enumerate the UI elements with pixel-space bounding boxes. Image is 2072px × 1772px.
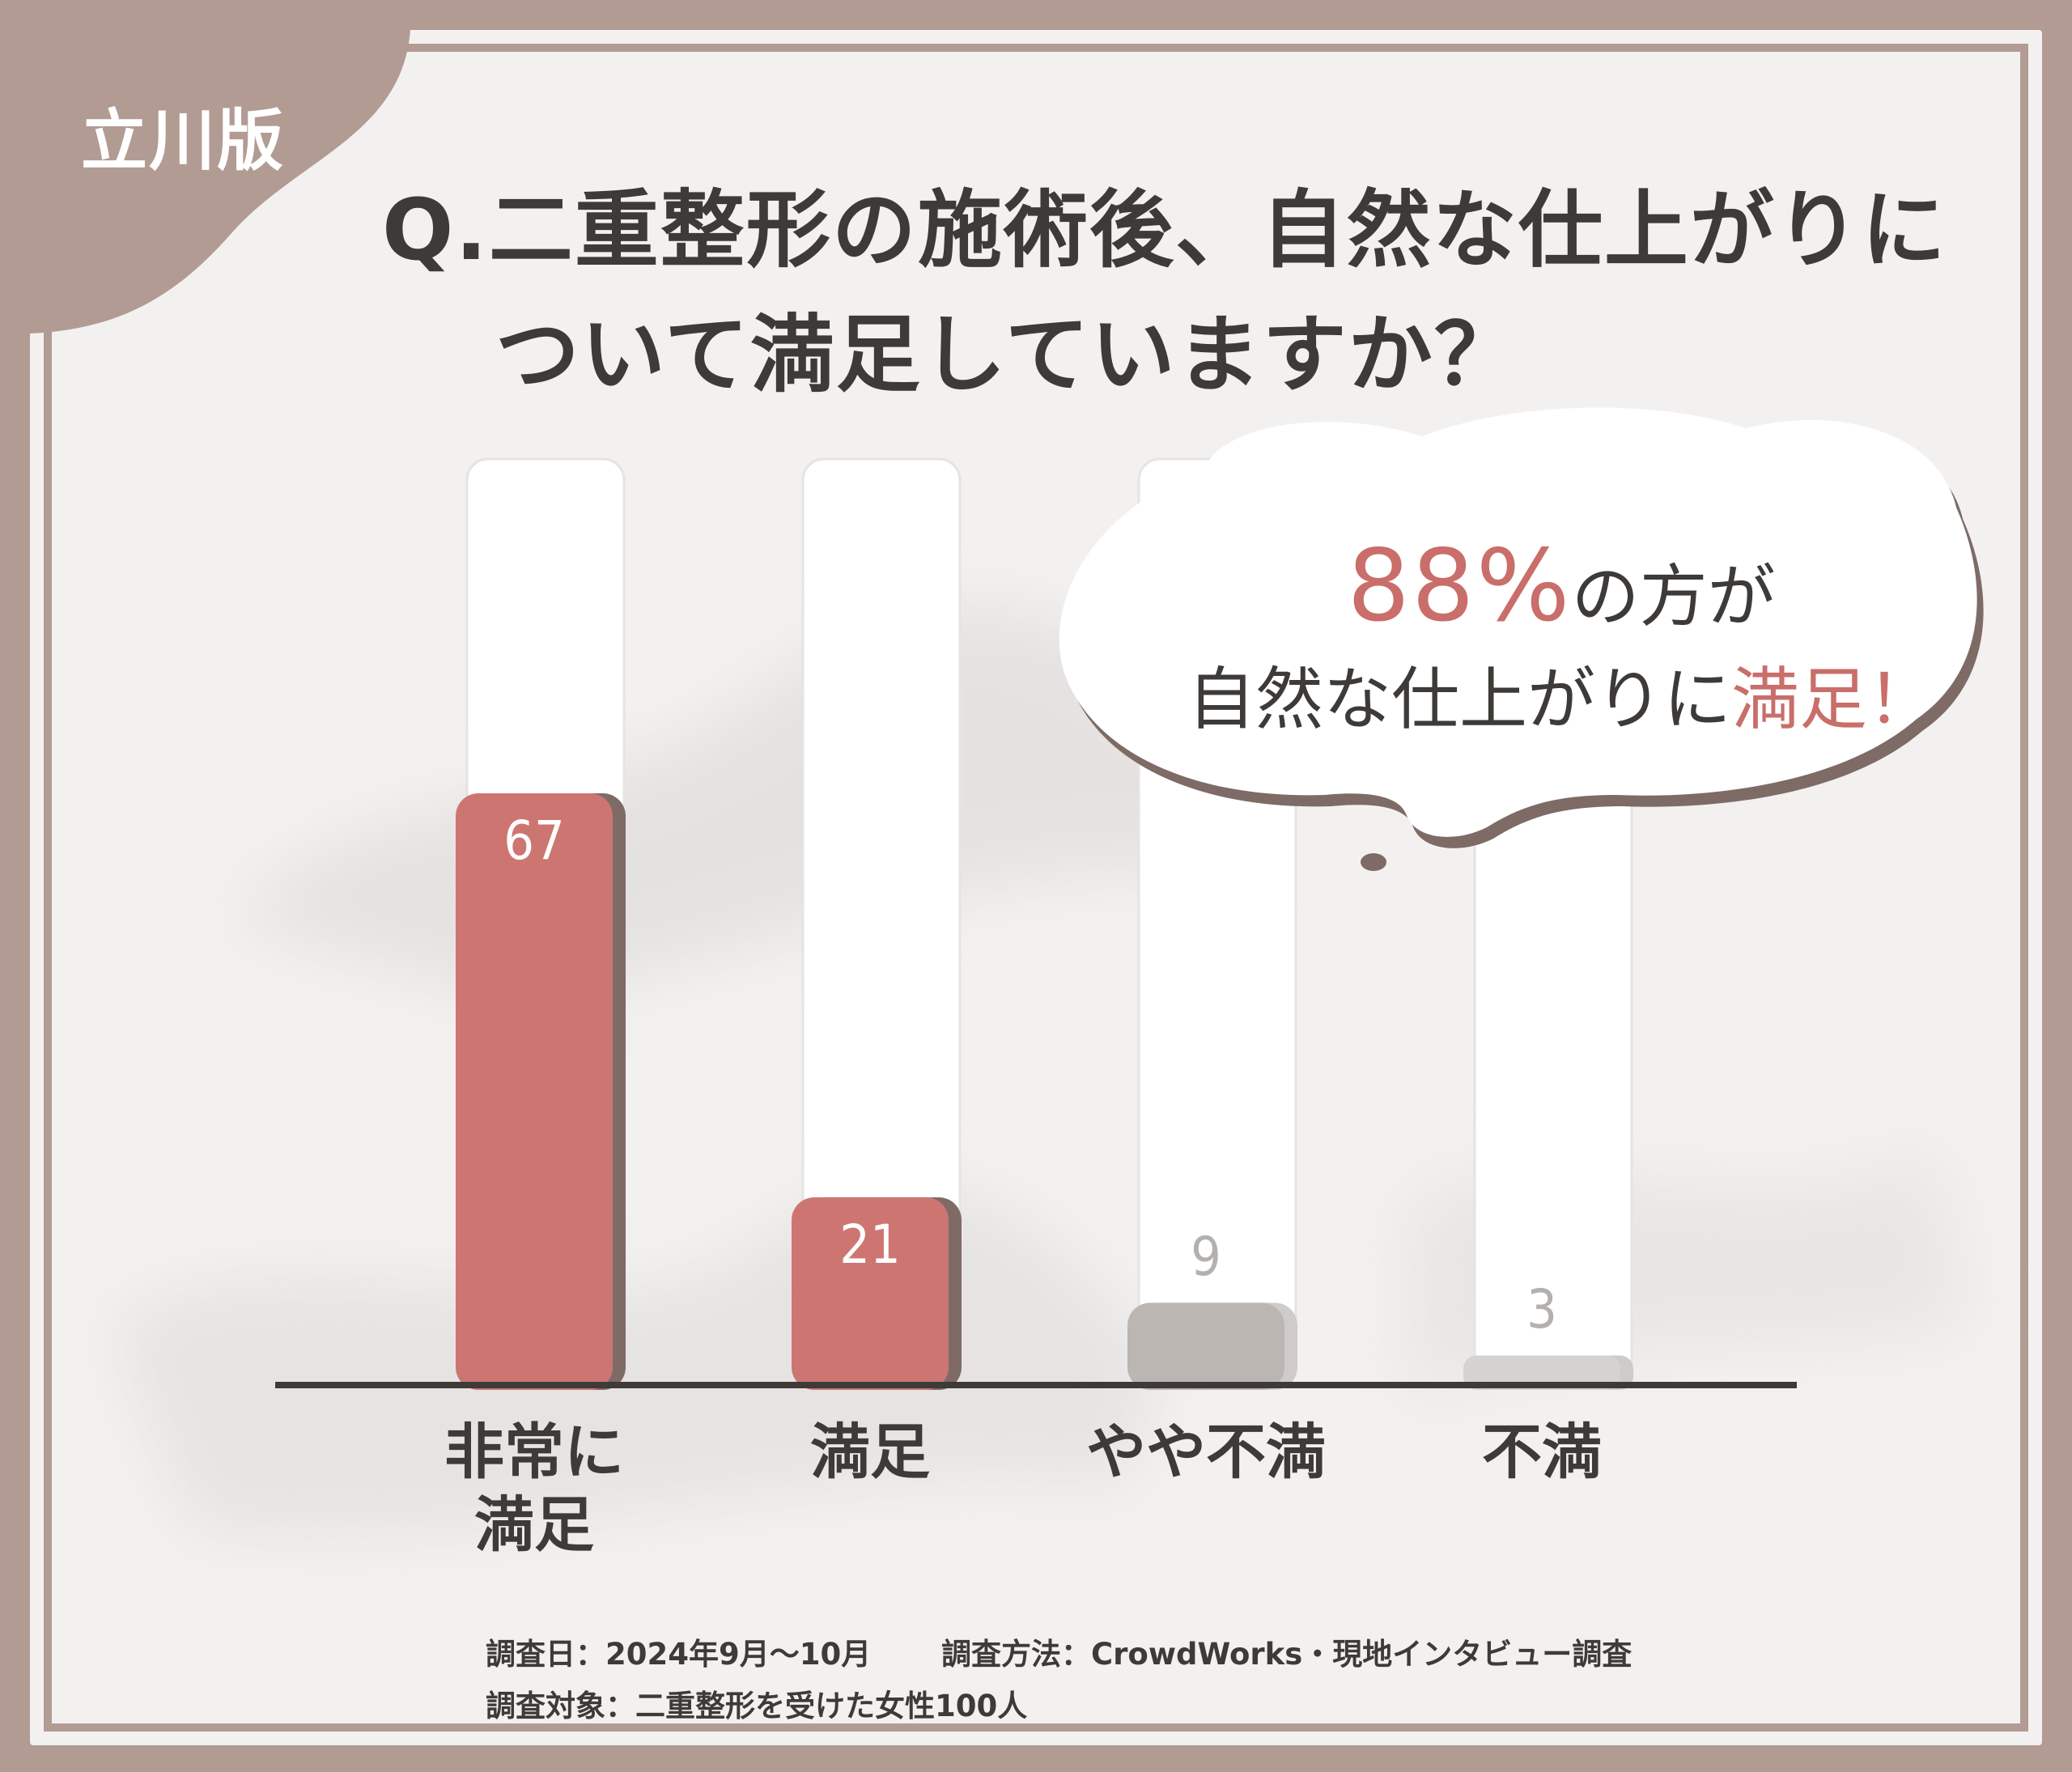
question-title-line-2: ついて満足していますか？: [495, 305, 1520, 404]
thought-bubble: [1059, 407, 1984, 871]
bar-4: [1463, 1355, 1620, 1390]
category-label-line: やや不満: [1086, 1417, 1326, 1487]
bar-1: [456, 793, 613, 1390]
category-label-1: 非常に 満足: [364, 1416, 704, 1562]
callout-line-2-accent: 満足！: [1731, 660, 1936, 739]
bar-chart: [275, 457, 1797, 1390]
callout-line-2-prefix: 自然な仕上がりに: [1187, 660, 1731, 739]
bar-value-label-1: 67: [503, 810, 565, 873]
category-label-3: やや不満: [1036, 1416, 1376, 1489]
corner-tab: [30, 30, 410, 334]
category-label-line: 満足: [474, 1490, 594, 1560]
category-label-line: 満足: [810, 1417, 930, 1487]
category-label-4: 不満: [1372, 1416, 1712, 1489]
bar-value-label-2: 21: [839, 1213, 901, 1277]
edition-badge: 立川版: [81, 103, 286, 180]
survey-method-note: 調査方法：CrowdWorks・現地インタビュー調査: [941, 1637, 1633, 1672]
survey-date-note: 調査日：2024年9月〜10月: [486, 1637, 872, 1672]
bar-value-label-3: 9: [1191, 1226, 1221, 1289]
category-label-line: 不満: [1482, 1417, 1602, 1487]
bar-3: [1127, 1302, 1284, 1390]
question-title-line-1: Q.二重整形の施術後、自然な仕上がりに: [382, 181, 1947, 279]
category-label-2: 満足: [700, 1416, 1040, 1489]
card: 立川版 Q.二重整形の施術後、自然な仕上がりに ついて満足していますか？ 67 2…: [30, 30, 2042, 1745]
callout-percent: 88%: [1347, 529, 1572, 644]
category-label-line: 非常に: [444, 1417, 624, 1487]
bar-2: [792, 1197, 949, 1390]
bar-value-label-4: 3: [1526, 1278, 1557, 1341]
callout-line-2: 自然な仕上がりに満足！: [1084, 645, 2039, 743]
inner-frame: [44, 44, 2028, 1732]
callout-line-1-suffix: の方が: [1571, 557, 1776, 636]
bars: [456, 793, 1633, 1390]
callout-line-1: 88%の方が: [1084, 529, 2039, 644]
survey-target-note: 調査対象：二重整形を受けた女性100人: [486, 1689, 1028, 1723]
